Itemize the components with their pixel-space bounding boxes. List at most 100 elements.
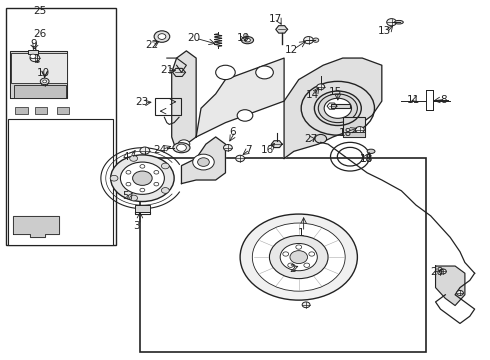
Bar — [35, 107, 47, 114]
Circle shape — [457, 291, 464, 296]
Text: 16: 16 — [260, 145, 273, 155]
Text: 4: 4 — [122, 152, 129, 162]
Circle shape — [121, 162, 164, 194]
Circle shape — [161, 188, 169, 193]
Bar — [15, 107, 27, 114]
Polygon shape — [196, 58, 284, 137]
Text: 2: 2 — [289, 264, 295, 274]
Circle shape — [140, 147, 150, 154]
Circle shape — [111, 155, 174, 202]
Circle shape — [43, 80, 47, 83]
Text: 18: 18 — [360, 154, 373, 164]
Circle shape — [236, 155, 245, 162]
Circle shape — [387, 19, 396, 26]
Circle shape — [309, 252, 315, 256]
Circle shape — [126, 171, 131, 174]
Ellipse shape — [367, 149, 375, 153]
Text: 20: 20 — [187, 33, 200, 43]
Text: 14: 14 — [305, 90, 318, 100]
Circle shape — [30, 54, 40, 62]
Circle shape — [110, 175, 118, 181]
Circle shape — [315, 134, 327, 143]
Circle shape — [240, 214, 357, 300]
Circle shape — [237, 110, 253, 121]
Bar — [331, 104, 350, 108]
Circle shape — [197, 158, 209, 166]
Circle shape — [288, 263, 294, 267]
Circle shape — [317, 84, 325, 90]
Circle shape — [304, 263, 310, 267]
Circle shape — [154, 31, 170, 42]
Polygon shape — [13, 216, 59, 237]
Circle shape — [355, 127, 364, 133]
Bar — [155, 98, 181, 116]
Circle shape — [158, 34, 166, 40]
Polygon shape — [276, 26, 288, 33]
Polygon shape — [284, 58, 382, 158]
Circle shape — [154, 171, 159, 174]
Polygon shape — [172, 51, 196, 151]
Circle shape — [256, 66, 273, 79]
Text: 7: 7 — [245, 145, 252, 155]
Polygon shape — [436, 266, 465, 306]
Circle shape — [283, 252, 289, 256]
Circle shape — [133, 171, 152, 185]
Circle shape — [130, 156, 138, 161]
Circle shape — [252, 223, 345, 291]
Text: 18: 18 — [360, 154, 373, 164]
Text: 23: 23 — [135, 97, 148, 107]
Bar — [135, 205, 150, 212]
Circle shape — [140, 188, 145, 192]
Text: 13: 13 — [378, 26, 392, 36]
Ellipse shape — [245, 39, 250, 42]
Bar — [11, 53, 67, 83]
Polygon shape — [10, 51, 67, 98]
Circle shape — [302, 302, 310, 308]
Text: 5: 5 — [122, 191, 129, 201]
Bar — [27, 50, 38, 54]
Circle shape — [216, 65, 235, 80]
Circle shape — [270, 235, 328, 279]
Circle shape — [176, 144, 186, 151]
Circle shape — [140, 165, 145, 168]
Circle shape — [304, 37, 314, 44]
Ellipse shape — [394, 21, 403, 24]
Circle shape — [318, 94, 357, 123]
Text: 11: 11 — [407, 95, 420, 105]
Text: 25: 25 — [33, 6, 47, 17]
Circle shape — [161, 163, 169, 169]
Polygon shape — [327, 103, 337, 109]
Circle shape — [290, 251, 308, 264]
Text: 12: 12 — [285, 45, 298, 55]
Text: 1: 1 — [298, 228, 304, 238]
Circle shape — [154, 182, 159, 186]
Text: 22: 22 — [146, 40, 159, 50]
Text: 18: 18 — [339, 129, 352, 138]
Ellipse shape — [242, 37, 253, 44]
Circle shape — [296, 245, 302, 249]
Bar — [426, 90, 433, 110]
Circle shape — [40, 78, 49, 85]
Circle shape — [30, 54, 36, 58]
Text: 8: 8 — [440, 95, 447, 105]
Circle shape — [440, 269, 446, 274]
Text: 26: 26 — [33, 30, 47, 39]
Circle shape — [223, 144, 232, 151]
Text: 17: 17 — [269, 14, 282, 24]
Text: 19: 19 — [237, 33, 250, 43]
Bar — [343, 117, 365, 137]
Polygon shape — [271, 141, 282, 148]
Text: 21: 21 — [160, 64, 173, 75]
Polygon shape — [181, 137, 225, 184]
Bar — [343, 132, 365, 137]
Bar — [8, 119, 113, 244]
Circle shape — [193, 154, 214, 170]
Circle shape — [178, 140, 190, 148]
Circle shape — [41, 81, 48, 86]
Text: 3: 3 — [133, 221, 140, 230]
Circle shape — [130, 195, 138, 201]
Text: 24: 24 — [153, 145, 167, 155]
Text: 6: 6 — [229, 127, 236, 137]
Polygon shape — [172, 68, 185, 76]
Circle shape — [313, 38, 319, 42]
